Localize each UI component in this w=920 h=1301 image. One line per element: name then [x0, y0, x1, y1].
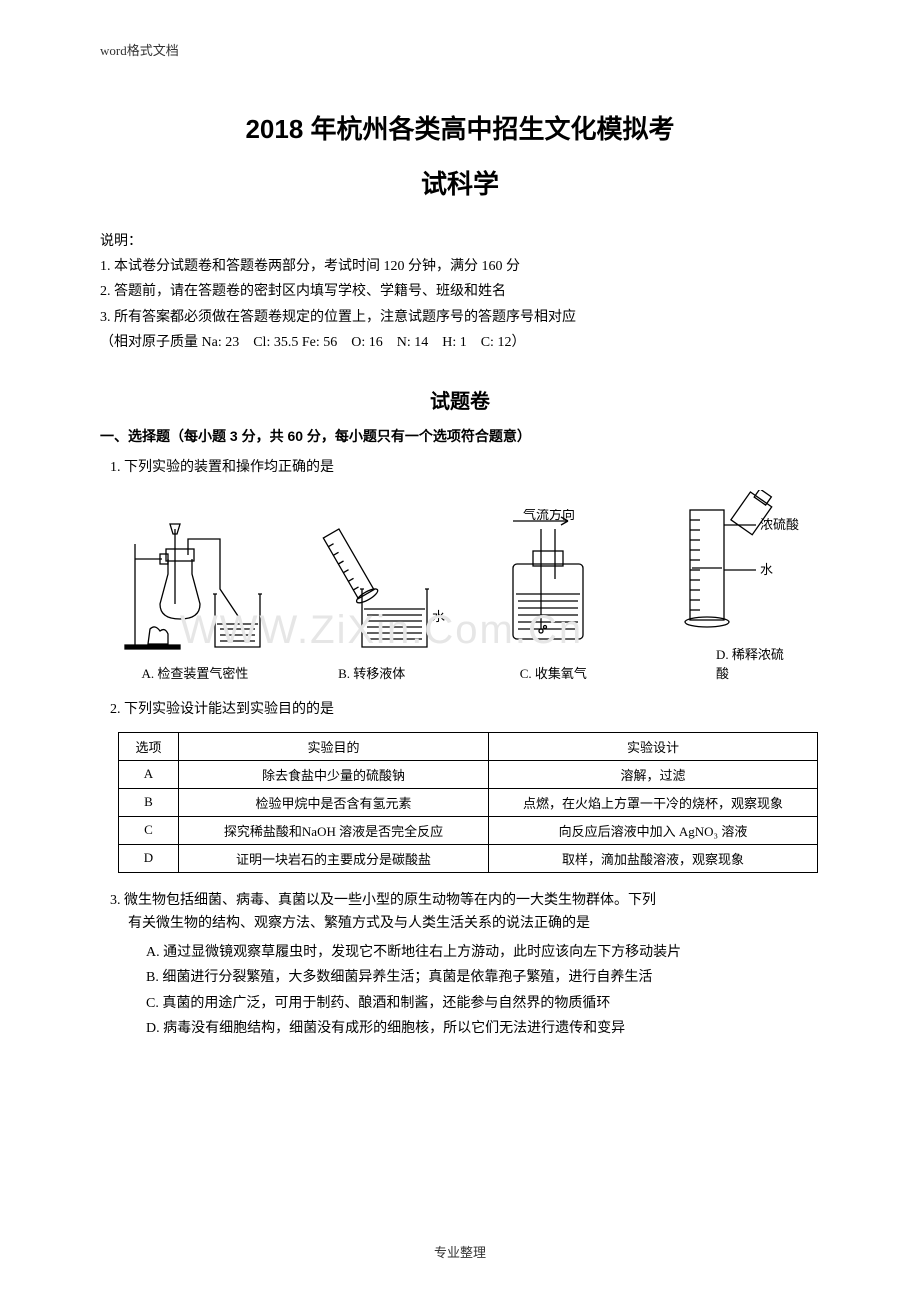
- q1-figures: A. 检查装置气密性: [120, 490, 840, 682]
- q1-figure-b: 水 B. 转移液体: [297, 519, 447, 682]
- cell: A: [119, 760, 179, 788]
- table-row: C 探究稀盐酸和NaOH 溶液是否完全反应 向反应后溶液中加入 AgNO₃ 溶液: [119, 816, 818, 844]
- cell: D: [119, 844, 179, 872]
- q1-caption-c: C. 收集氧气: [520, 663, 587, 682]
- apparatus-d-svg: 浓硫酸 水: [660, 490, 840, 640]
- q3-option-a: A. 通过显微镜观察草履虫时，发现它不断地往右上方游动，此时应该向左下方移动装片: [146, 940, 820, 965]
- q2-table: 选项 实验目的 实验设计 A 除去食盐中少量的硫酸钠 溶解，过滤 B 检验甲烷中…: [118, 732, 818, 873]
- q1-water-label-b: 水: [432, 609, 445, 624]
- q3-stem-line2: 有关微生物的结构、观察方法、繁殖方式及与人类生活关系的说法正确的是: [100, 912, 820, 936]
- q1-acid-label: 浓硫酸: [760, 517, 799, 532]
- q1-caption-d: D. 稀释浓硫 酸: [716, 644, 784, 682]
- q1-caption-a: A. 检查装置气密性: [142, 663, 249, 682]
- table-row: D 证明一块岩石的主要成分是碳酸盐 取样，滴加盐酸溶液，观察现象: [119, 844, 818, 872]
- q1-figure-c: 气流方向 C. 收集氧气: [473, 509, 633, 682]
- cell: 溶解，过滤: [489, 760, 818, 788]
- cell: 点燃，在火焰上方罩一干冷的烧杯，观察现象: [489, 788, 818, 816]
- q1-stem: 1. 下列实验的装置和操作均正确的是: [100, 456, 820, 480]
- cell: 证明一块岩石的主要成分是碳酸盐: [179, 844, 489, 872]
- th-design: 实验设计: [489, 732, 818, 760]
- section-title: 试题卷: [100, 385, 820, 414]
- instructions-block: 说明： 1. 本试卷分试题卷和答题卷两部分，考试时间 120 分钟，满分 160…: [100, 229, 820, 355]
- q1-water-label-d: 水: [760, 562, 773, 577]
- cell: 探究稀盐酸和NaOH 溶液是否完全反应: [179, 816, 489, 844]
- cell: B: [119, 788, 179, 816]
- q1-figure-d: 浓硫酸 水 D. 稀释浓硫 酸: [660, 490, 840, 682]
- footer: 专业整理: [0, 1242, 920, 1261]
- cell: C: [119, 816, 179, 844]
- main-title-line2: 试科学: [100, 164, 820, 201]
- q1-figure-a: A. 检查装置气密性: [120, 519, 270, 682]
- header-note: word格式文档: [100, 40, 820, 59]
- main-title-line1: 2018 年杭州各类高中招生文化模拟考: [100, 109, 820, 146]
- table-row: A 除去食盐中少量的硫酸钠 溶解，过滤: [119, 760, 818, 788]
- instruction-item-1: 1. 本试卷分试题卷和答题卷两部分，考试时间 120 分钟，满分 160 分: [100, 254, 820, 279]
- part1-header: 一、选择题（每小题 3 分，共 60 分，每小题只有一个选项符合题意）: [100, 426, 820, 446]
- instructions-label: 说明：: [100, 229, 820, 254]
- instruction-item-2: 2. 答题前，请在答题卷的密封区内填写学校、学籍号、班级和姓名: [100, 279, 820, 304]
- th-purpose: 实验目的: [179, 732, 489, 760]
- th-option: 选项: [119, 732, 179, 760]
- instruction-item-3: 3. 所有答案都必须做在答题卷规定的位置上，注意试题序号的答题序号相对应: [100, 305, 820, 330]
- cell: 除去食盐中少量的硫酸钠: [179, 760, 489, 788]
- q3-stem-line1: 3. 微生物包括细菌、病毒、真菌以及一些小型的原生动物等在内的一大类生物群体。下…: [100, 889, 820, 913]
- atomic-masses: （相对原子质量 Na: 23 Cl: 35.5 Fe: 56 O: 16 N: …: [100, 330, 820, 355]
- table-header-row: 选项 实验目的 实验设计: [119, 732, 818, 760]
- q1-caption-b: B. 转移液体: [338, 663, 405, 682]
- cell: 向反应后溶液中加入 AgNO₃ 溶液: [489, 816, 818, 844]
- table-row: B 检验甲烷中是否含有氢元素 点燃，在火焰上方罩一干冷的烧杯，观察现象: [119, 788, 818, 816]
- q3-option-c: C. 真菌的用途广泛，可用于制药、酿酒和制酱，还能参与自然界的物质循环: [146, 991, 820, 1016]
- q1-gas-label: 气流方向: [523, 509, 575, 522]
- cell: 取样，滴加盐酸溶液，观察现象: [489, 844, 818, 872]
- q2-stem: 2. 下列实验设计能达到实验目的的是: [100, 698, 820, 722]
- apparatus-b-svg: 水: [297, 519, 447, 659]
- q3-option-b: B. 细菌进行分裂繁殖，大多数细菌异养生活；真菌是依靠孢子繁殖，进行自养生活: [146, 965, 820, 990]
- q3-option-d: D. 病毒没有细胞结构，细菌没有成形的细胞核，所以它们无法进行遗传和变异: [146, 1016, 820, 1041]
- apparatus-a-svg: [120, 519, 270, 659]
- cell: 检验甲烷中是否含有氢元素: [179, 788, 489, 816]
- q3-options: A. 通过显微镜观察草履虫时，发现它不断地往右上方游动，此时应该向左下方移动装片…: [100, 940, 820, 1041]
- apparatus-c-svg: 气流方向: [473, 509, 633, 659]
